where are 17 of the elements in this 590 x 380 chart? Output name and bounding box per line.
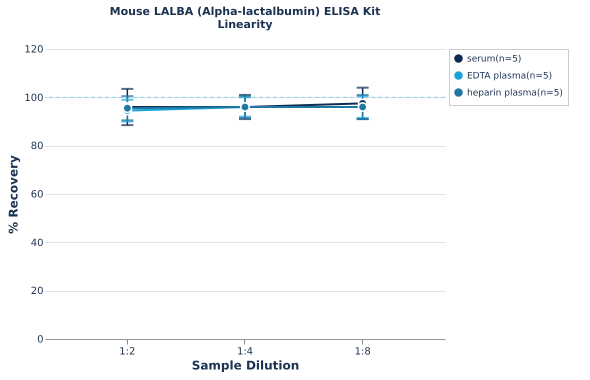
- y-tick-label: 0: [37, 334, 44, 346]
- legend-label: EDTA plasma(n=5): [467, 72, 552, 82]
- y-tick-label: 120: [24, 44, 44, 56]
- y-tick-label: 100: [24, 92, 44, 104]
- legend-label: serum(n=5): [467, 54, 522, 64]
- chart-title: Mouse LALBA (Alpha-lactalbumin) ELISA Kit: [110, 5, 380, 18]
- chart-subtitle: Linearity: [217, 18, 273, 31]
- y-axis-title: % Recovery: [6, 155, 20, 234]
- y-tick-label: 80: [30, 141, 44, 152]
- y-tick-label: 20: [30, 286, 44, 298]
- y-tick-label: 40: [30, 238, 44, 249]
- x-tick-label: 1:2: [119, 346, 136, 358]
- y-tick-label: 60: [30, 190, 44, 200]
- legend-label: heparin plasma(n=5): [467, 88, 563, 98]
- x-tick-label: 1:4: [236, 346, 254, 358]
- x-axis-title: Sample Dilution: [192, 358, 300, 372]
- x-tick-label: 1:8: [354, 346, 371, 358]
